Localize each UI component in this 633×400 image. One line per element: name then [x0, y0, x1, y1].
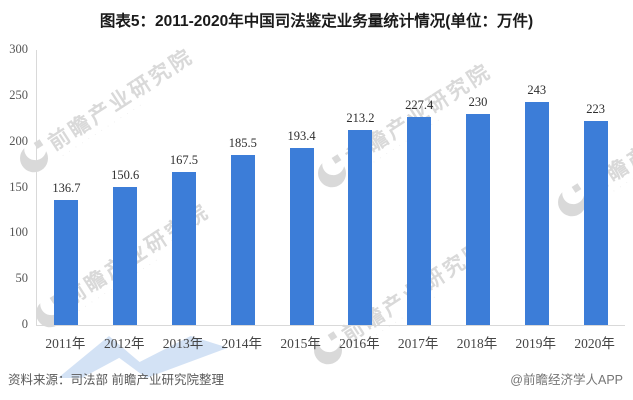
bar — [407, 116, 432, 325]
bar — [113, 186, 138, 325]
bar-series: 136.7 150.6 167.5 185.5 193.4 213.2 227.4 230 24… — [37, 50, 625, 325]
bar-slot: 167.5 — [155, 50, 214, 325]
chart-title: 图表5：2011-2020年中国司法鉴定业务量统计情况(单位：万件) — [99, 13, 534, 30]
bar-value-label: 136.7 — [52, 180, 81, 195]
bar-value-label: 193.4 — [287, 128, 316, 143]
bar-slot: 227.4 — [390, 50, 449, 325]
bar-value-label: 230 — [468, 95, 488, 110]
bar-slot: 193.4 — [272, 50, 331, 325]
source-note: 资料来源：司法部 前瞻产业研究院整理 — [8, 373, 224, 387]
bar-slot: 213.2 — [331, 50, 390, 325]
bar — [348, 129, 373, 325]
bar — [465, 114, 490, 325]
x-tick-label: 2017年 — [397, 336, 439, 351]
x-tick-label: 2020年 — [574, 336, 615, 351]
bar-value-label: 185.5 — [228, 136, 257, 150]
y-tick-label: 250 — [9, 87, 28, 102]
x-tick-label: 2018年 — [456, 336, 498, 351]
x-tick-label: 2019年 — [515, 336, 557, 351]
y-tick-label: 50 — [15, 271, 29, 286]
bar-value-label: 167.5 — [169, 152, 199, 167]
bar-value-label: 150.6 — [111, 167, 140, 182]
bar — [230, 155, 255, 325]
bar-slot: 243 — [507, 50, 566, 325]
bar-slot: 150.6 — [96, 50, 155, 325]
x-tick-label: 2013年 — [162, 336, 204, 351]
chart-plot-area: 136.7 150.6 167.5 185.5 193.4 213.2 227.4 230 24… — [36, 50, 625, 326]
y-tick-label: 0 — [21, 317, 28, 331]
y-tick-label: 150 — [9, 179, 28, 194]
bar-value-label: 223 — [586, 101, 605, 116]
bar — [289, 147, 314, 325]
bar-value-label: 227.4 — [405, 97, 434, 112]
bar-slot: 136.7 — [37, 50, 96, 325]
x-tick-label: 2014年 — [221, 336, 263, 351]
y-tick-label: 300 — [9, 42, 28, 56]
bar-slot: 230 — [449, 50, 508, 325]
bar-slot: 185.5 — [213, 50, 272, 325]
x-axis: 2011年 2012年 2013年 2014年 2015年 2016年 2017年 2018年… — [36, 332, 624, 352]
bar — [583, 120, 608, 325]
x-tick-label: 2012年 — [103, 336, 145, 351]
y-tick-label: 100 — [9, 225, 28, 240]
x-tick-label: 2015年 — [280, 336, 321, 351]
bar-value-label: 213.2 — [346, 110, 375, 125]
bar-slot: 223 — [566, 50, 625, 325]
bar — [171, 171, 196, 325]
bar-value-label: 243 — [527, 83, 547, 98]
x-tick-label: 2016年 — [339, 336, 380, 351]
bar — [54, 199, 79, 325]
y-tick-label: 200 — [9, 133, 28, 148]
bar — [524, 102, 549, 325]
credit-note: @前瞻经济学人APP — [510, 373, 623, 387]
x-tick-label: 2011年 — [45, 336, 86, 351]
